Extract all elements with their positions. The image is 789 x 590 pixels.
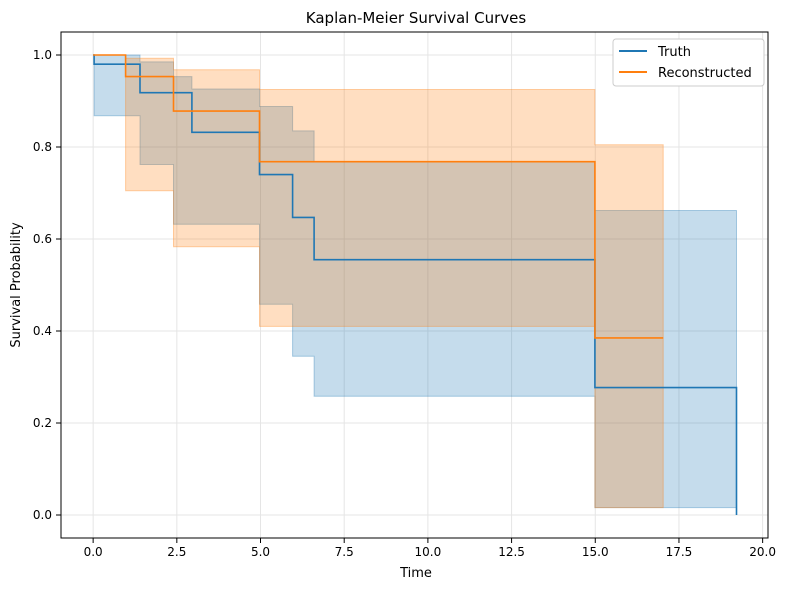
y-tick-label: 0.4	[33, 324, 52, 338]
x-tick-label: 12.5	[498, 545, 525, 559]
legend-label-truth: Truth	[657, 45, 691, 60]
survival-lines	[93, 54, 738, 515]
ci-band-truth	[93, 54, 737, 509]
x-tick-label: 17.5	[666, 545, 693, 559]
y-tick-label: 0.2	[33, 416, 52, 430]
y-axis-ticks: 0.0 0.2 0.4 0.6 0.8 1.0	[33, 48, 61, 522]
x-axis-ticks: 0.0 2.5 5.0 7.5 10.0 12.5 15.0 17.5 20.0	[84, 538, 776, 559]
confidence-bands	[93, 54, 737, 509]
x-tick-label: 7.5	[335, 545, 354, 559]
y-tick-label: 0.0	[33, 508, 52, 522]
y-tick-label: 0.8	[33, 140, 52, 154]
legend-box	[612, 38, 765, 87]
km-line-reconstructed	[93, 54, 664, 339]
grid	[61, 32, 768, 538]
x-tick-label: 15.0	[582, 545, 609, 559]
x-tick-label: 0.0	[84, 545, 103, 559]
y-tick-label: 1.0	[33, 48, 52, 62]
x-axis-label: Time	[399, 566, 432, 581]
x-tick-label: 5.0	[251, 545, 270, 559]
legend: Truth Reconstructed	[612, 38, 765, 87]
y-tick-label: 0.6	[33, 232, 52, 246]
x-tick-label: 10.0	[415, 545, 442, 559]
y-axis-label: Survival Probability	[9, 222, 24, 348]
ci-band-reconstructed	[93, 54, 664, 509]
chart-title: Kaplan-Meier Survival Curves	[306, 9, 527, 27]
legend-label-reconstructed: Reconstructed	[658, 66, 752, 81]
x-tick-label: 2.5	[167, 545, 186, 559]
x-tick-label: 20.0	[749, 545, 776, 559]
plot-frame	[60, 31, 769, 539]
